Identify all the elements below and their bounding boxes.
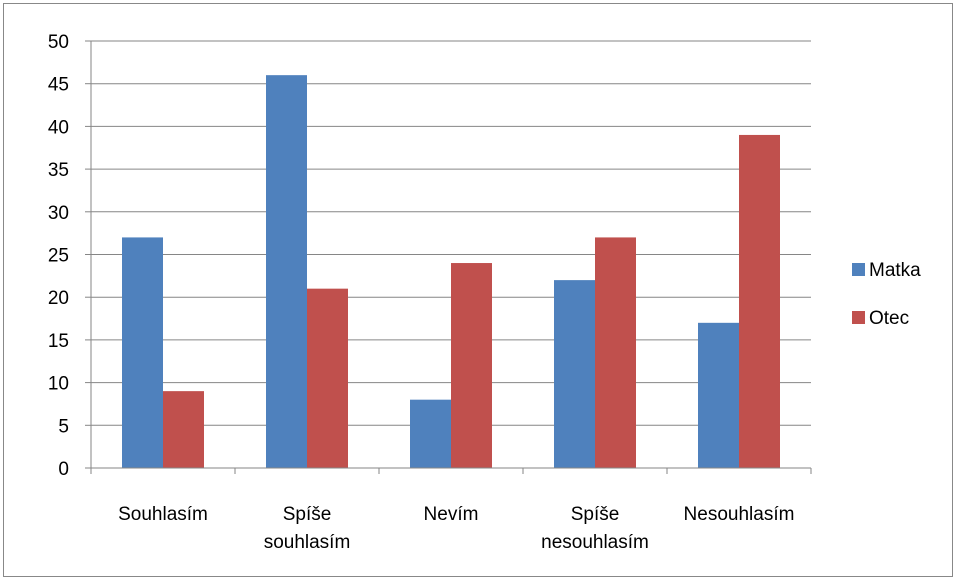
- y-tick-label: 40: [48, 117, 69, 138]
- x-category-label: Spíše: [571, 504, 620, 525]
- bar-otec: [595, 237, 636, 468]
- gridlines: [91, 40, 811, 426]
- bar-matka: [410, 399, 451, 468]
- y-tick-label: 50: [48, 32, 69, 53]
- x-category-label: Spíše: [283, 504, 332, 525]
- x-category-label: Nevím: [424, 504, 479, 525]
- x-category-label: nesouhlasím: [541, 532, 649, 553]
- bar-matka: [122, 237, 163, 468]
- bar-matka: [266, 75, 307, 468]
- y-tick-label: 0: [58, 459, 69, 480]
- legend-label-otec: Otec: [869, 308, 909, 329]
- bar-matka: [698, 322, 739, 468]
- x-category-label: souhlasím: [264, 532, 351, 553]
- axes: 0 5 10 15 20 25 30 35 40 45 50 Souhlasím Spíše souhla…: [48, 32, 812, 553]
- y-tick-label: 35: [48, 160, 69, 181]
- bars: [122, 75, 780, 468]
- y-tick-label: 20: [48, 288, 69, 309]
- x-category-label: Souhlasím: [118, 504, 208, 525]
- bar-otec: [739, 134, 780, 468]
- bar-otec: [451, 263, 492, 468]
- legend-swatch-otec: [852, 311, 865, 324]
- x-category-label: Nesouhlasím: [684, 504, 795, 525]
- y-tick-label: 25: [48, 246, 69, 267]
- bar-otec: [163, 391, 204, 468]
- legend-label-matka: Matka: [869, 260, 921, 281]
- bar-otec: [307, 288, 348, 468]
- legend: Matka Otec: [852, 260, 921, 329]
- y-tick-label: 5: [58, 416, 69, 437]
- y-tick-label: 30: [48, 203, 69, 224]
- y-tick-label: 45: [48, 75, 69, 96]
- legend-swatch-matka: [852, 263, 865, 276]
- y-tick-label: 15: [48, 331, 69, 352]
- bar-matka: [554, 280, 595, 468]
- y-tick-label: 10: [48, 374, 69, 395]
